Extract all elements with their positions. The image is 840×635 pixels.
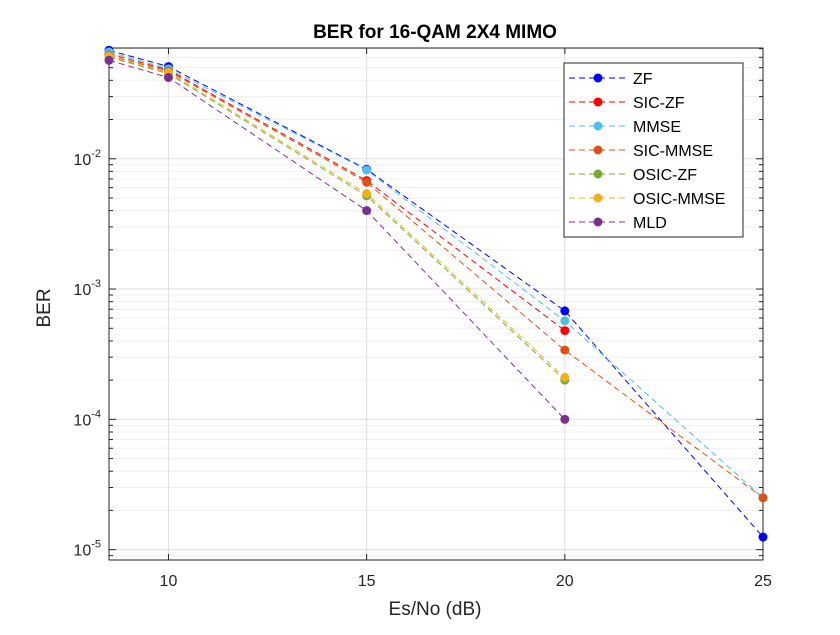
data-point (560, 326, 570, 336)
axes (108, 47, 764, 561)
legend-marker (593, 73, 603, 83)
legend-marker (593, 97, 603, 107)
y-tick-label-exponent: -4 (91, 408, 101, 420)
series-sic-zf (104, 49, 570, 336)
data-point (362, 165, 372, 175)
legend: ZF SIC-ZF MMSE SIC-MMSE OSIC-ZF OSIC-MMSE MLD (563, 62, 744, 238)
y-tick-label-base: 10 (73, 543, 91, 560)
x-tick-label: 15 (358, 573, 376, 590)
series-osic-zf (104, 52, 570, 385)
x-axis-title: Es/No (dB) (389, 599, 482, 620)
y-tick-label-base: 10 (73, 412, 91, 429)
legend-marker (593, 193, 603, 203)
series-line (108, 59, 566, 420)
data-point (163, 73, 173, 83)
legend-item: MLD (569, 215, 667, 232)
data-point (560, 414, 570, 424)
legend-item: OSIC-ZF (569, 167, 697, 184)
legend-marker (593, 169, 603, 179)
y-tick-label: 10-3 (73, 278, 101, 299)
y-tick-label-exponent: -5 (91, 539, 101, 551)
legend-marker (593, 145, 603, 155)
series-line (108, 55, 566, 378)
x-tick-label: 25 (754, 573, 772, 590)
series-line (108, 53, 566, 331)
legend-item: SIC-MMSE (569, 143, 713, 160)
x-tick-label: 20 (556, 573, 574, 590)
y-tick-label: 10-4 (73, 408, 101, 429)
legend-item: MMSE (569, 119, 681, 136)
legend-marker (593, 217, 603, 227)
legend-label: MMSE (633, 119, 681, 136)
y-tick-label-base: 10 (73, 282, 91, 299)
data-point (362, 177, 372, 187)
data-point (560, 372, 570, 382)
data-point (362, 189, 372, 199)
data-point (560, 306, 570, 316)
y-tick-label: 10-2 (73, 148, 101, 169)
y-tick-label-base: 10 (73, 152, 91, 169)
data-point (104, 55, 114, 65)
series-osic-mmse (104, 51, 570, 382)
legend-label: OSIC-ZF (633, 167, 697, 184)
series-mld (104, 55, 570, 424)
legend-item: OSIC-MMSE (569, 191, 725, 208)
series-line (108, 56, 566, 381)
legend-label: SIC-ZF (633, 95, 685, 112)
legend-item: SIC-ZF (569, 95, 685, 112)
legend-item: ZF (569, 71, 653, 88)
legend-label: ZF (633, 71, 653, 88)
data-point (758, 493, 768, 503)
series-group (104, 45, 768, 542)
legend-label: OSIC-MMSE (633, 191, 725, 208)
y-tick-label-exponent: -3 (91, 278, 101, 290)
legend-label: MLD (633, 215, 667, 232)
data-point (362, 206, 372, 216)
plot-area-border (108, 47, 764, 561)
series-line (108, 55, 764, 499)
data-point (560, 345, 570, 355)
data-point (758, 532, 768, 542)
x-tick-label: 10 (160, 573, 178, 590)
legend-marker (593, 121, 603, 131)
y-tick-label: 10-5 (73, 539, 101, 560)
y-axis-title: BER (34, 288, 55, 327)
legend-label: SIC-MMSE (633, 143, 713, 160)
chart-title: BER for 16-QAM 2X4 MIMO (313, 22, 557, 43)
data-point (560, 316, 570, 326)
y-tick-label-exponent: -2 (91, 148, 101, 160)
